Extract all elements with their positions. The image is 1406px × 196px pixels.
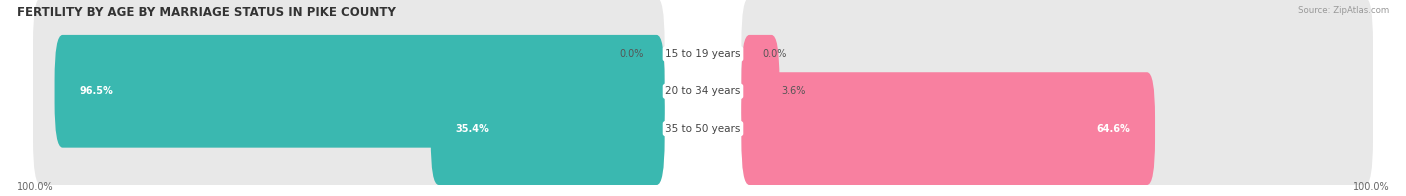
Text: 0.0%: 0.0% — [619, 49, 644, 59]
Text: 100.0%: 100.0% — [17, 182, 53, 192]
Text: 35.4%: 35.4% — [456, 124, 489, 134]
FancyBboxPatch shape — [741, 72, 1374, 185]
FancyBboxPatch shape — [32, 72, 665, 185]
Text: 35 to 50 years: 35 to 50 years — [665, 124, 741, 134]
Text: Source: ZipAtlas.com: Source: ZipAtlas.com — [1298, 6, 1389, 15]
FancyBboxPatch shape — [430, 72, 665, 185]
Text: 96.5%: 96.5% — [79, 86, 112, 96]
Text: 3.6%: 3.6% — [782, 86, 806, 96]
Text: 15 to 19 years: 15 to 19 years — [665, 49, 741, 59]
FancyBboxPatch shape — [741, 0, 1374, 110]
FancyBboxPatch shape — [32, 35, 665, 148]
Legend: Married, Unmarried: Married, Unmarried — [628, 194, 778, 196]
FancyBboxPatch shape — [55, 35, 665, 148]
Text: 20 to 34 years: 20 to 34 years — [665, 86, 741, 96]
FancyBboxPatch shape — [741, 72, 1156, 185]
FancyBboxPatch shape — [741, 35, 779, 148]
Text: 0.0%: 0.0% — [762, 49, 787, 59]
Text: FERTILITY BY AGE BY MARRIAGE STATUS IN PIKE COUNTY: FERTILITY BY AGE BY MARRIAGE STATUS IN P… — [17, 6, 395, 19]
FancyBboxPatch shape — [741, 35, 1374, 148]
Text: 64.6%: 64.6% — [1097, 124, 1130, 134]
Text: 100.0%: 100.0% — [1353, 182, 1389, 192]
FancyBboxPatch shape — [32, 0, 665, 110]
